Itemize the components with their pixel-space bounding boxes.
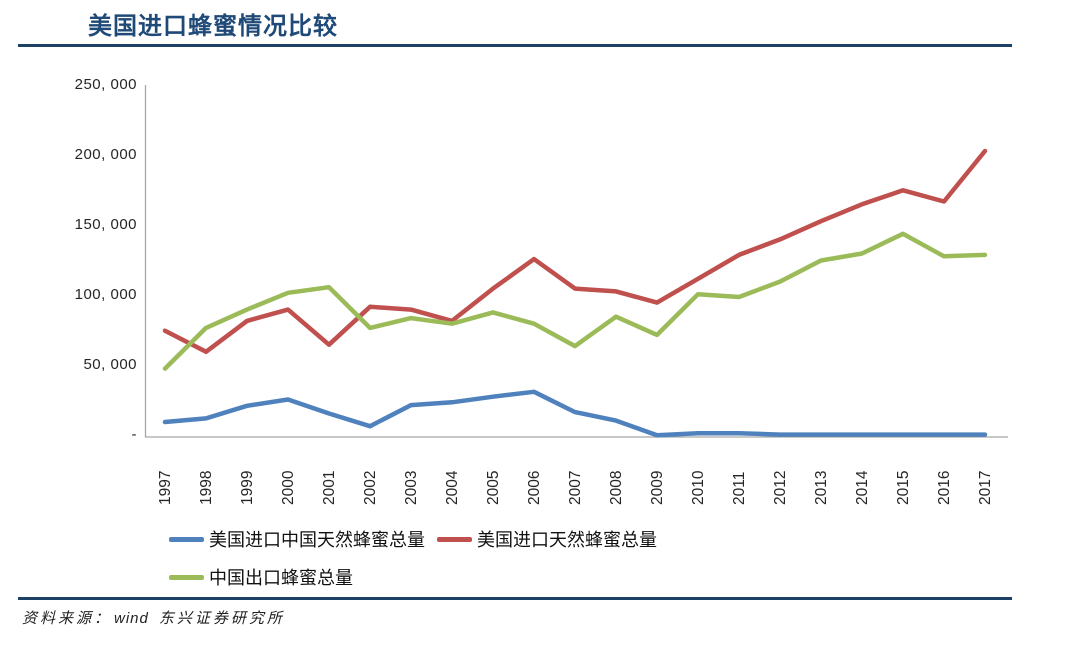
source-vendor: wind — [114, 610, 149, 627]
x-tick-label: 2006 — [526, 470, 543, 505]
series-lines — [162, 148, 988, 438]
y-tick-label: 150, 000 — [74, 216, 137, 233]
legend-label: 中国出口蜂蜜总量 — [209, 568, 353, 588]
x-tick-label: 2005 — [485, 470, 502, 505]
source-line: 资料来源： wind 东兴证券研究所 — [22, 607, 285, 628]
x-tick-label: 2004 — [444, 470, 461, 505]
legend-swatch-green-line — [169, 574, 204, 580]
legend-label: 美国进口天然蜂蜜总量 — [477, 530, 657, 550]
x-tick-label: 2002 — [362, 470, 379, 505]
x-tick-label: 2010 — [690, 470, 707, 505]
x-tick-label: 2014 — [854, 470, 871, 505]
y-tick-label: 50, 000 — [83, 356, 137, 373]
legend-swatch-red-line — [437, 536, 472, 542]
x-tick-label: 2009 — [649, 470, 666, 505]
series-line-2 — [162, 231, 988, 371]
legend-swatch-blue-line — [169, 536, 204, 542]
x-tick-label: 2003 — [403, 470, 420, 505]
x-tick-label: 1999 — [239, 470, 256, 505]
y-tick-label: 100, 000 — [74, 286, 137, 303]
x-tick-label: 2017 — [977, 470, 994, 505]
x-tick-label: 2008 — [608, 470, 625, 505]
y-tick-label: 200, 000 — [74, 146, 137, 163]
x-tick-label: 2013 — [813, 470, 830, 505]
x-tick-label: 2001 — [321, 470, 338, 505]
legend-label: 美国进口中国天然蜂蜜总量 — [209, 530, 425, 550]
legend-item-us-imports-from-china: 美国进口中国天然蜂蜜总量 — [169, 526, 425, 552]
y-tick-label: 250, 000 — [74, 76, 137, 93]
legend-item-us-total-imports: 美国进口天然蜂蜜总量 — [437, 526, 657, 552]
x-tick-label: 1998 — [198, 470, 215, 505]
y-tick-label: - — [131, 426, 137, 443]
source-org: 东兴证券研究所 — [158, 611, 285, 627]
title-underline-rule — [18, 44, 1012, 47]
x-tick-label: 2000 — [280, 470, 297, 505]
x-tick-label: 2007 — [567, 470, 584, 505]
x-tick-label: 2015 — [895, 470, 912, 505]
x-tick-label: 1997 — [157, 470, 174, 505]
series-line-0 — [162, 389, 988, 438]
footer-rule — [18, 597, 1012, 600]
x-tick-label: 2016 — [936, 470, 953, 505]
x-tick-label: 2012 — [772, 470, 789, 505]
source-prefix: 资料来源： — [22, 611, 113, 627]
page-title: 美国进口蜂蜜情况比较 — [88, 13, 338, 40]
x-tick-label: 2011 — [731, 471, 748, 505]
legend-item-china-exports: 中国出口蜂蜜总量 — [169, 564, 353, 590]
series-line-1 — [162, 148, 988, 355]
